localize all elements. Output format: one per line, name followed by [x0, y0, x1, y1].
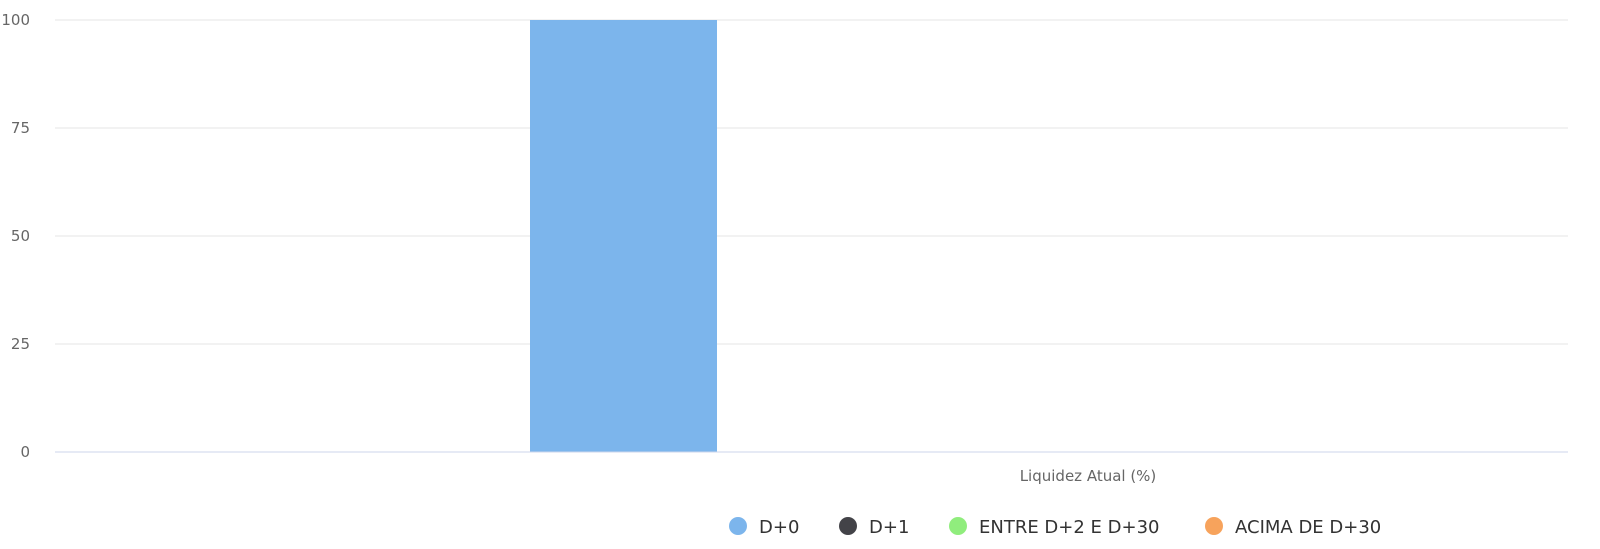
- legend-marker-d-1: [839, 517, 857, 535]
- gridlines: [55, 19, 1568, 345]
- legend: D+0 D+1 ENTRE D+2 E D+30 ACIMA DE D+30: [729, 517, 1381, 538]
- bars: [530, 20, 717, 452]
- legend-label-acima-de-d-30: ACIMA DE D+30: [1235, 517, 1381, 538]
- y-tick-label: 25: [11, 335, 30, 353]
- y-tick-label: 75: [11, 119, 30, 137]
- y-tick-label: 100: [1, 11, 30, 29]
- y-axis-ticks: 0 25 50 75 100: [1, 11, 30, 461]
- legend-marker-d-0: [729, 517, 747, 535]
- y-tick-label: 0: [20, 443, 30, 461]
- bar-d-0: [530, 20, 717, 452]
- y-tick-label: 50: [11, 227, 30, 245]
- legend-label-d-1: D+1: [869, 517, 909, 538]
- x-axis-label: Liquidez Atual (%): [1020, 467, 1157, 485]
- legend-label-entre-d-2-e-d-30: ENTRE D+2 E D+30: [979, 517, 1160, 538]
- legend-label-d-0: D+0: [759, 517, 799, 538]
- legend-marker-entre-d-2-e-d-30: [949, 517, 967, 535]
- legend-marker-acima-de-d-30: [1205, 517, 1223, 535]
